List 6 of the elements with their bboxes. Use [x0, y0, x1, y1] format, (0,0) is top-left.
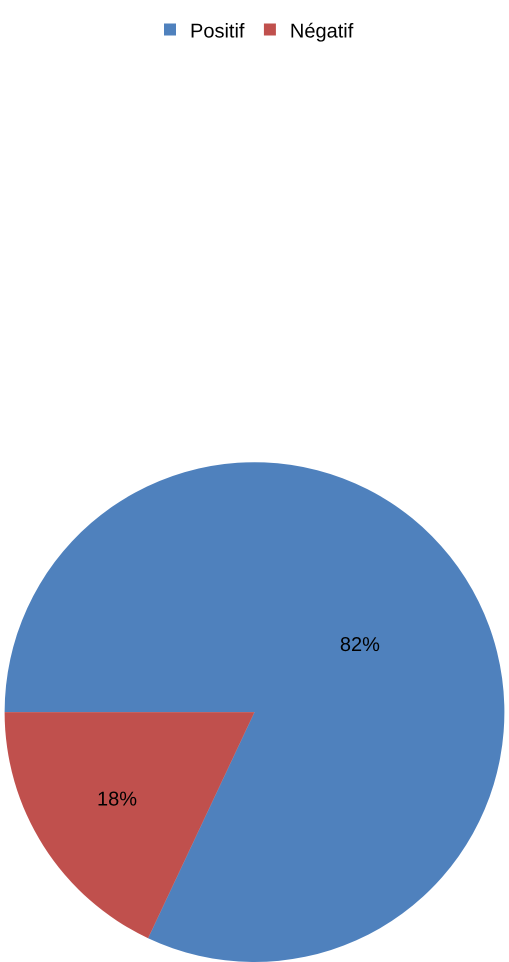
- data-label: 18%: [96, 788, 138, 810]
- pie-slice: [4, 462, 504, 962]
- data-label: 82%: [340, 634, 380, 656]
- pie-slice: [4, 712, 254, 938]
- legend-label: Positif: [190, 20, 245, 42]
- legend-label: Négatif: [290, 20, 354, 42]
